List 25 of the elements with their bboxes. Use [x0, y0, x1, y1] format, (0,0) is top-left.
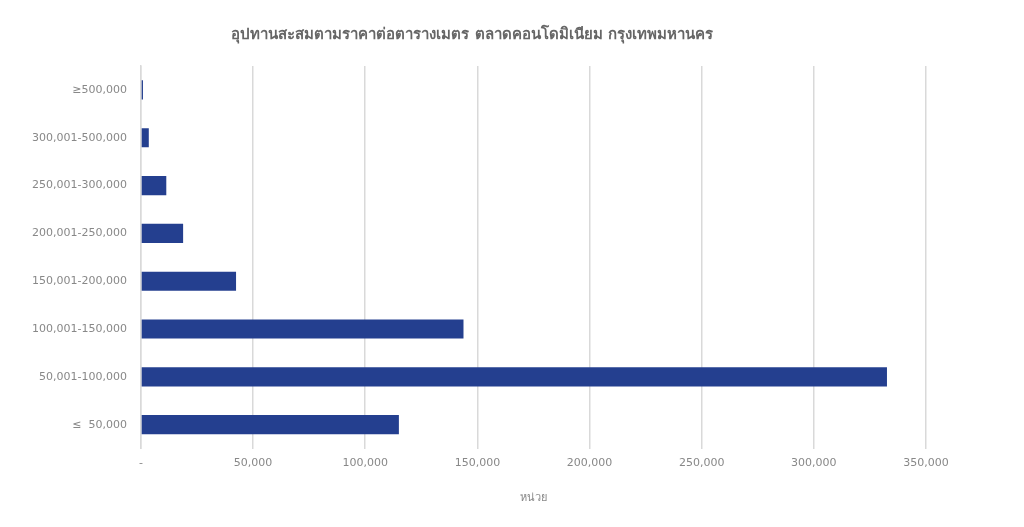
y-tick-label: 50,001-100,000 — [38, 369, 127, 383]
x-tick-label: 200,000 — [566, 456, 613, 470]
y-tick-label: 100,001-150,000 — [31, 321, 127, 335]
bar — [141, 415, 399, 435]
y-tick-label: 150,001-200,000 — [31, 274, 127, 288]
y-tick-label: 300,001-500,000 — [31, 130, 127, 144]
x-tick-label: - — [138, 456, 143, 470]
bar — [141, 128, 149, 148]
x-tick-label: 50,000 — [233, 456, 273, 470]
x-tick-label: 250,000 — [678, 456, 725, 470]
bar — [141, 319, 464, 339]
y-tick-label: ≤ 50,000 — [72, 417, 127, 431]
x-tick-label: 100,000 — [342, 456, 388, 470]
bar — [141, 367, 887, 387]
bar — [141, 271, 237, 291]
y-tick-label: ≥500,000 — [72, 82, 127, 96]
y-tick-label: 250,001-300,000 — [31, 178, 127, 192]
x-tick-label: 150,000 — [454, 456, 501, 470]
x-tick-label: 300,000 — [791, 456, 837, 470]
y-tick-label: 200,001-250,000 — [31, 226, 127, 240]
bar — [141, 176, 167, 196]
x-tick-label: 350,000 — [903, 456, 949, 470]
bar — [141, 223, 184, 243]
chart-title: อุปทานสะสมตามราคาต่อตารางเมตร ตลาดคอนโดมิเนียม กรุงเทพมหานคร — [231, 23, 714, 44]
x-axis-title: หน่วย — [519, 491, 547, 505]
